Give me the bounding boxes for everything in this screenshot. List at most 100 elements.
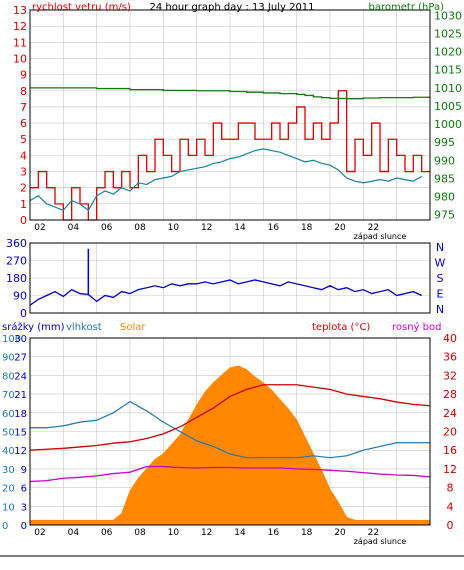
pressure-tick-label: 985 (434, 172, 455, 185)
weather-x-tick-label: 12 (201, 528, 212, 538)
pressure-right-ticks: 975 980 985 990 995 1000 1005 1010 1015 1020 1025 1… (434, 9, 462, 221)
direction-tick-label: 270 (6, 255, 27, 268)
wind-x-tick-label: 06 (101, 223, 113, 233)
temp-tick-label: 32 (443, 369, 457, 382)
weather-x-tick-label: 16 (268, 528, 280, 538)
pressure-tick-label: 1025 (434, 28, 462, 41)
humidity-tick-visible: 100 (2, 334, 21, 345)
direction-tick-label: 180 (6, 272, 27, 285)
rain-tick-visible: 27 (14, 353, 27, 364)
wind-average-line (29, 148, 422, 212)
weather-x-tick-label: 10 (168, 528, 180, 538)
rain-tick-visible: 24 (14, 371, 27, 382)
temp-tick-label: 24 (443, 407, 457, 420)
wind-tick-label: 12 (13, 20, 27, 33)
humidity-tick-visible: 20 (2, 484, 15, 495)
weather-x-ticks: 02 04 06 08 10 12 14 16 18 20 22 (34, 528, 379, 538)
temp-tick-label: 36 (443, 351, 457, 364)
rain-tick-visible: 15 (14, 428, 27, 439)
weather-x-tick-label: 22 (368, 528, 379, 538)
weather-x-tick-label: 14 (234, 528, 246, 538)
wind-x-tick-label: 04 (68, 223, 80, 233)
pressure-tick-label: 1005 (434, 100, 462, 113)
pressure-tick-label: 995 (434, 136, 455, 149)
solar-area (29, 365, 431, 526)
pressure-tick-label: 990 (434, 154, 455, 167)
wind-tick-label: 3 (20, 166, 27, 179)
direction-panel-frame (29, 242, 431, 314)
wind-x-tick-label: 10 (168, 223, 180, 233)
temp-tick-label: 16 (443, 444, 457, 457)
temp-right-ticks: 0 4 8 12 16 20 24 28 32 36 40 (443, 332, 457, 532)
solar-axis-label: Solar (120, 322, 146, 333)
temp-axis-label: teplota (°C) (312, 322, 370, 333)
rain-tick-visible: 3 (21, 502, 27, 513)
compass-letter: S (437, 272, 444, 285)
pressure-tick-label: 975 (434, 209, 455, 222)
sunset-label-3: západ slunce (354, 537, 407, 546)
wind-tick-label: 9 (20, 69, 27, 82)
direction-series (29, 248, 422, 306)
pressure-tick-label: 1015 (434, 64, 462, 77)
weather-x-tick-label: 18 (301, 528, 313, 538)
pressure-tick-label: 1010 (434, 82, 462, 95)
direction-tick-label: 360 (6, 237, 27, 250)
wind-x-ticks: 02 04 06 08 10 12 14 16 18 20 22 (34, 223, 379, 233)
rain-tick-visible: 30 (14, 334, 27, 345)
wind-tick-label: 5 (20, 133, 27, 146)
dew-point-line (29, 465, 431, 483)
compass-letter: N (436, 241, 444, 254)
wind-x-tick-label: 16 (268, 223, 280, 233)
humidity-tick-visible: 80 (2, 371, 15, 382)
humidity-tick-visible: 90 (2, 353, 15, 364)
rain-tick-visible: 9 (21, 465, 27, 476)
wind-tick-label: 6 (20, 117, 27, 130)
weather-x-tick-label: 04 (68, 528, 80, 538)
humidity-tick-visible: 60 (2, 409, 15, 420)
temp-tick-label: 12 (443, 463, 457, 476)
wind-x-tick-label: 02 (34, 223, 45, 233)
rain-tick-visible: 21 (14, 390, 27, 401)
pressure-axis-label: barometr (hPa) (369, 2, 445, 13)
wind-tick-label: 1 (20, 198, 27, 211)
weather-x-tick-label: 20 (334, 528, 346, 538)
rain-tick-visible: 6 (21, 484, 27, 495)
pressure-line (30, 87, 430, 100)
wind-tick-label: 0 (20, 214, 27, 227)
wind-x-tick-label: 12 (201, 223, 212, 233)
direction-tick-label: 90 (13, 290, 27, 303)
weather-panel-frame (29, 337, 431, 526)
wind-tick-label: 4 (20, 149, 27, 162)
humidity-tick-visible: 30 (2, 465, 15, 476)
humidity-tick-visible: 50 (2, 428, 15, 439)
temperature-line (29, 384, 431, 451)
humidity-line (30, 400, 430, 459)
humidity-axis-label: vlhkost (66, 322, 102, 333)
humidity-tick-visible: 40 (2, 446, 15, 457)
wind-x-tick-label: 08 (134, 223, 146, 233)
wind-x-tick-label: 18 (301, 223, 313, 233)
wind-panel-frame (29, 9, 431, 221)
compass-letter: E (437, 288, 444, 301)
wind-gust-line (30, 90, 430, 221)
weather-x-tick-label: 06 (101, 528, 113, 538)
weather-series (29, 365, 431, 526)
direction-left-ticks: 0 90 180 270 360 (6, 237, 27, 320)
sunset-label-1: západ slunce (354, 232, 407, 241)
rain-axis-label: srážky (mm) (2, 321, 65, 333)
wind-x-tick-label: 20 (334, 223, 346, 233)
wind-tick-label: 10 (13, 52, 27, 65)
wind-axis-label: rychlost vetru (m/s) (32, 2, 131, 13)
wind-tick-label: 2 (20, 182, 27, 195)
wind-x-tick-label: 14 (234, 223, 246, 233)
temp-tick-label: 8 (447, 482, 454, 495)
pressure-tick-label: 980 (434, 190, 455, 203)
compass-letter: N (436, 303, 444, 316)
temp-tick-label: 40 (443, 332, 457, 345)
temp-tick-label: 20 (443, 426, 457, 439)
compass-letter: W (435, 257, 446, 270)
